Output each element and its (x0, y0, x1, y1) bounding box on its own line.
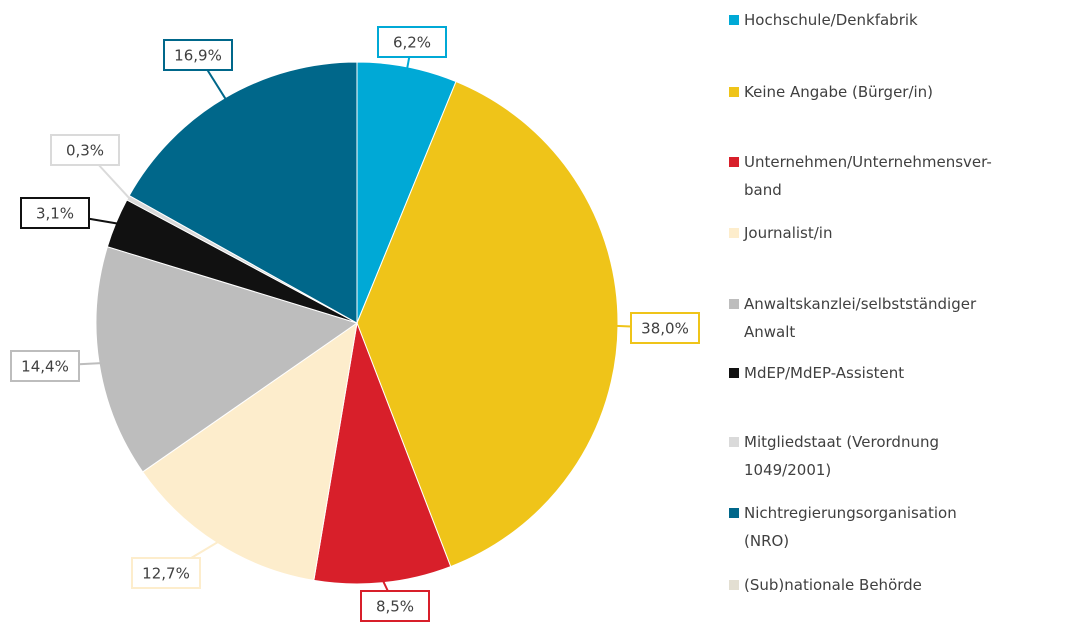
leader-line (406, 56, 411, 70)
data-label: 6,2% (393, 34, 431, 52)
label-box (131, 557, 201, 589)
leader-line (382, 580, 389, 592)
data-label: 0,3% (66, 142, 104, 160)
legend-line: band (744, 181, 782, 199)
data-label: 12,7% (142, 565, 190, 583)
legend-label: (Sub)nationale Behörde (744, 576, 922, 594)
legend-swatch (729, 580, 739, 590)
leader-line (206, 69, 227, 101)
legend-swatch (729, 437, 739, 447)
leader-line (98, 164, 131, 200)
legend-line: MdEP/MdEP-Assistent (744, 364, 904, 382)
legend-line: Journalist/in (743, 224, 832, 242)
legend-line: Anwalt (744, 323, 795, 341)
legend-line: Mitgliedstaat (Verordnung (744, 433, 939, 451)
data-label: 38,0% (641, 320, 689, 338)
leader-line (88, 217, 118, 225)
data-label: 16,9% (174, 47, 222, 65)
legend-line: Hochschule/Denkfabrik (744, 11, 918, 29)
legend-swatch (729, 368, 739, 378)
legend-swatch (729, 157, 739, 167)
legend-line: (NRO) (744, 532, 789, 550)
label-box (360, 590, 430, 622)
legend-line: (Sub)nationale Behörde (744, 576, 922, 594)
data-label: 14,4% (21, 358, 69, 376)
label-box (50, 134, 120, 166)
data-label: 8,5% (376, 598, 414, 616)
leader-line (190, 540, 219, 559)
legend-label: Nichtregierungsorganisation (NRO) (744, 504, 957, 550)
legend-label: Unternehmen/Unternehmensver-band (744, 153, 992, 199)
legend-label: Keine Angabe (Bürger/in) (744, 83, 933, 101)
label-box (377, 26, 447, 58)
legend-line: Nichtregierungsorganisation (744, 504, 957, 522)
legend-label: Journalist/in (743, 224, 832, 242)
data-label: 3,1% (36, 205, 74, 223)
legend-label: MdEP/MdEP-Assistent (744, 364, 904, 382)
legend-swatch (729, 15, 739, 25)
leader-line (78, 362, 102, 366)
leader-line (615, 324, 632, 328)
label-box (630, 312, 700, 344)
legend-line: Unternehmen/Unternehmensver- (744, 153, 992, 171)
legend-line: Anwaltskanzlei/selbstständiger (744, 295, 977, 313)
legend-label: Mitgliedstaat (Verordnung 1049/2001) (744, 433, 939, 479)
legend-label: Anwaltskanzlei/selbstständiger Anwalt (744, 295, 977, 341)
legend-label: Hochschule/Denkfabrik (744, 11, 918, 29)
label-box (20, 197, 90, 229)
legend-line: Keine Angabe (Bürger/in) (744, 83, 933, 101)
label-box (10, 350, 80, 382)
legend-swatch (729, 299, 739, 309)
legend-line: 1049/2001) (744, 461, 831, 479)
legend-swatch (729, 87, 739, 97)
label-box (163, 39, 233, 71)
legend-swatch (729, 508, 739, 518)
legend-swatch (729, 228, 739, 238)
